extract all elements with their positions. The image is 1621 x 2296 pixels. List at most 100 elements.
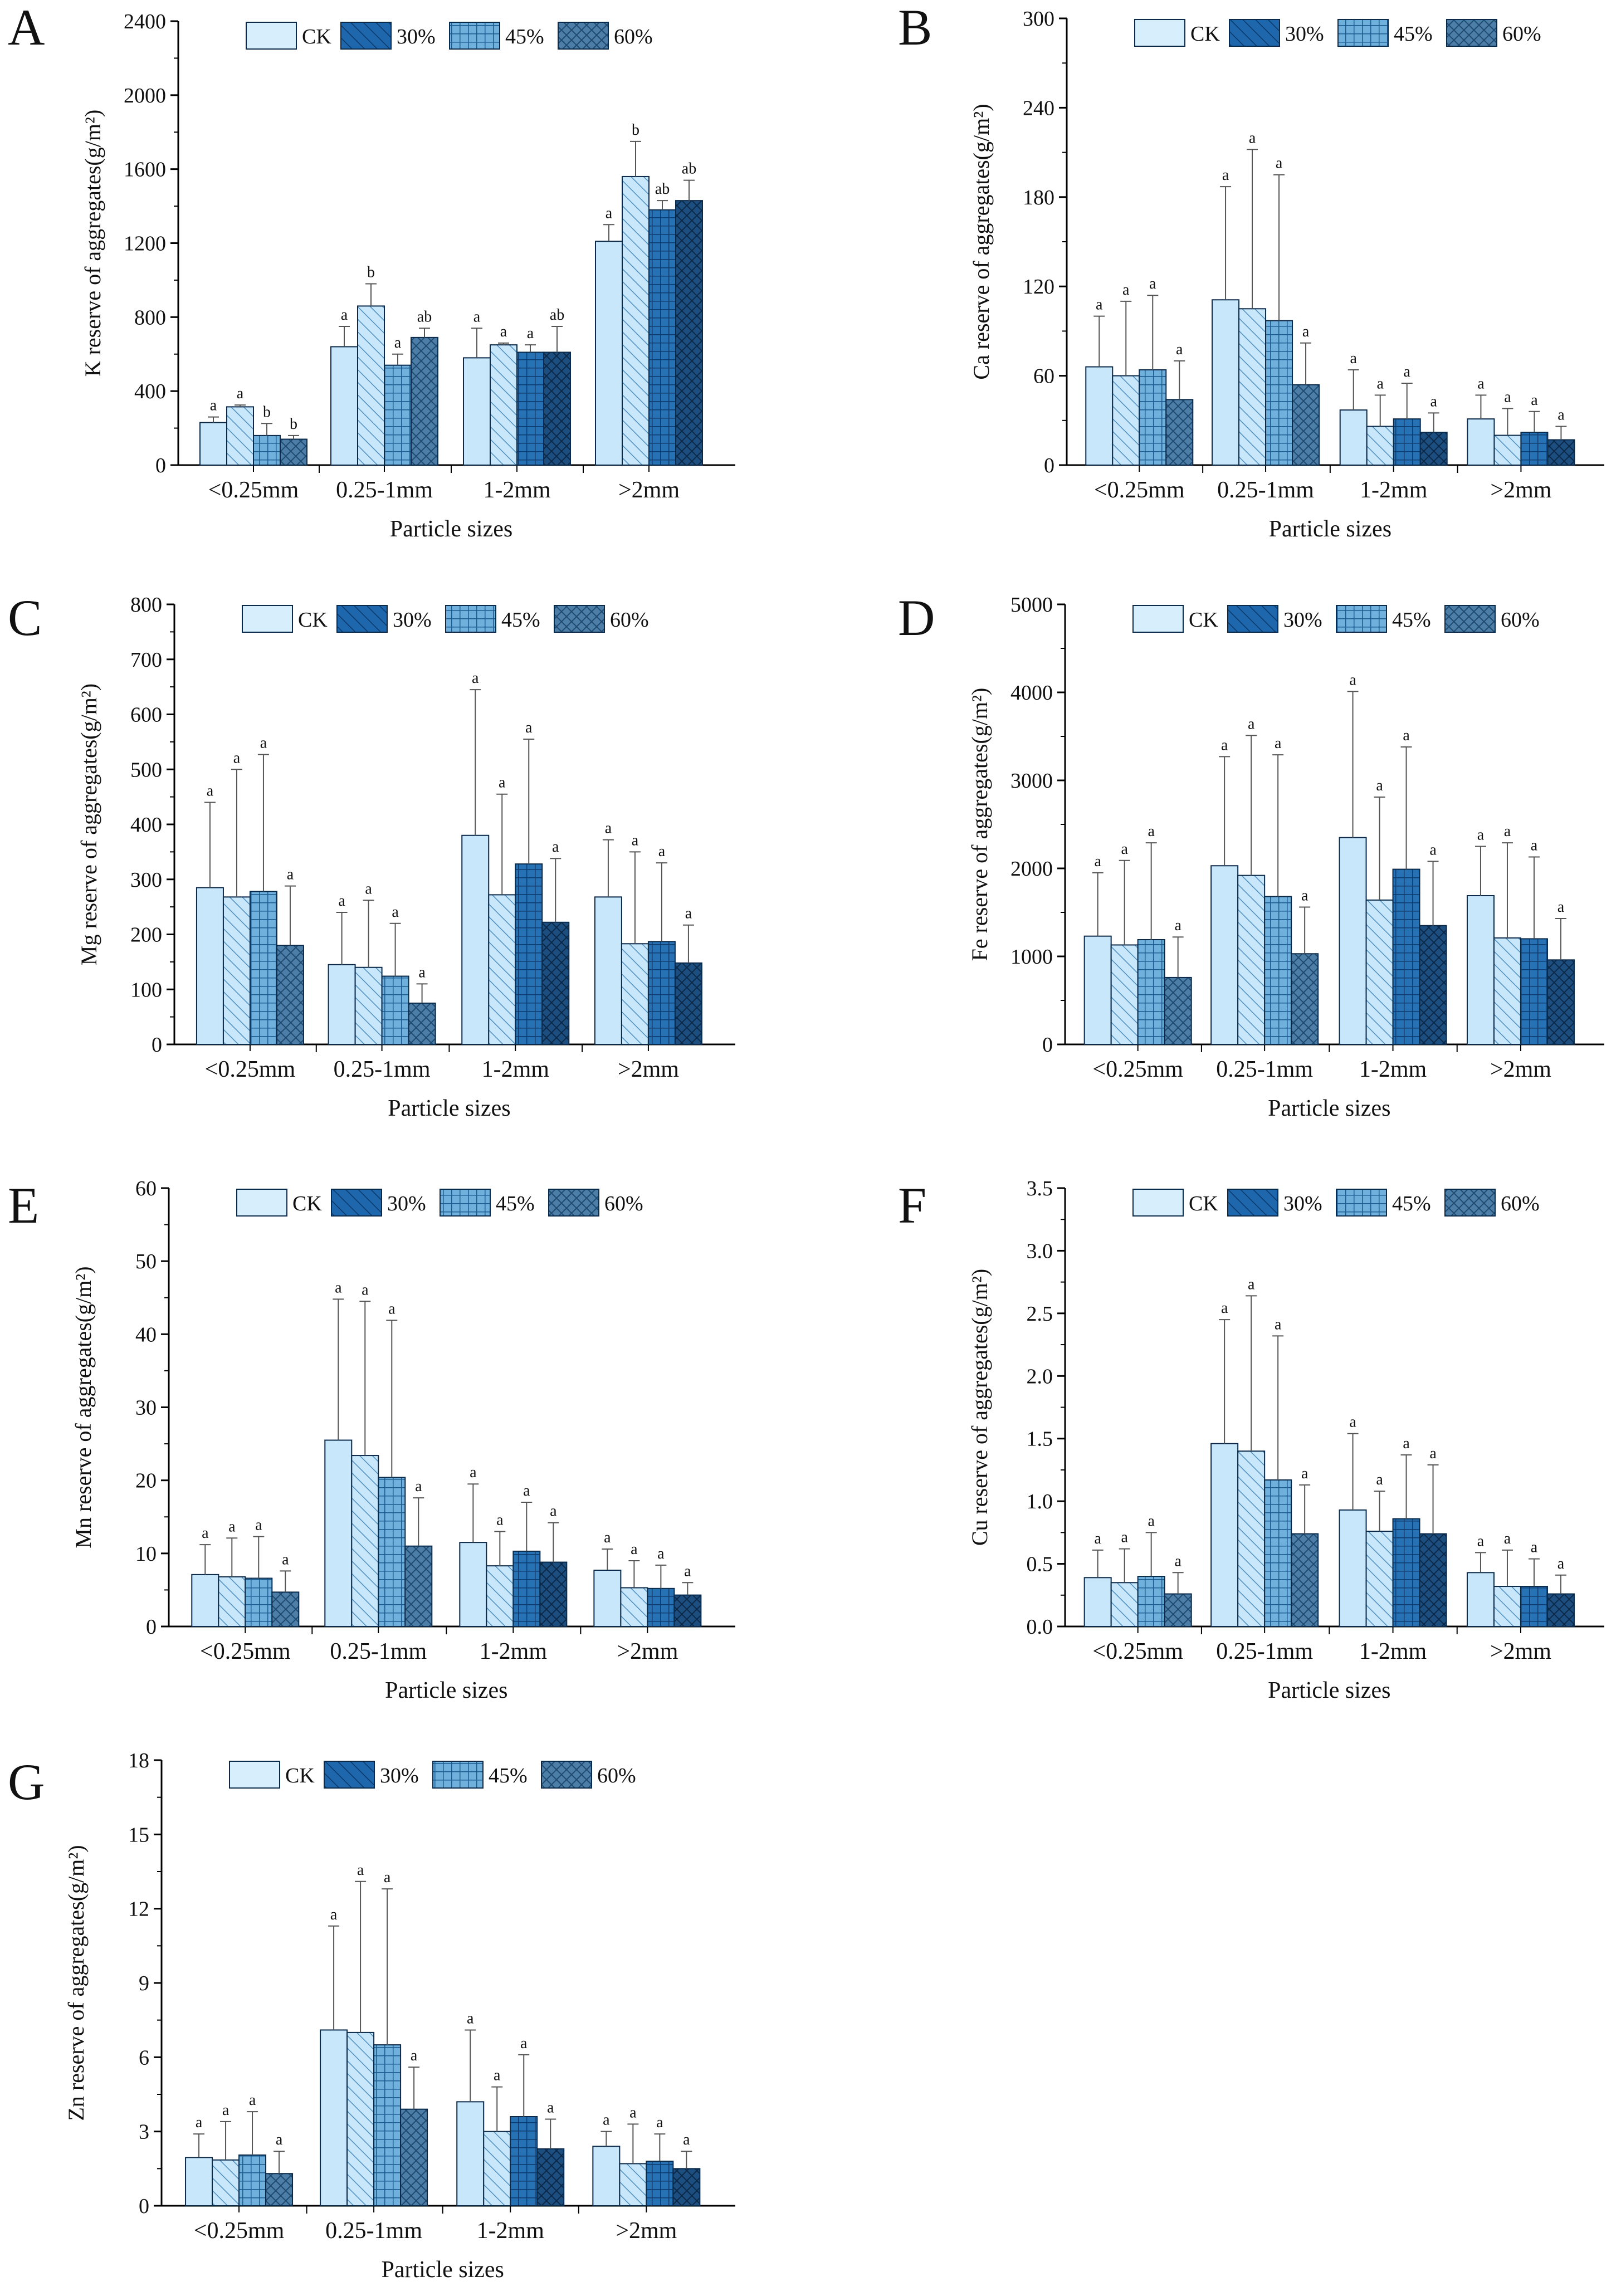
- significance-letter: ab: [550, 306, 564, 324]
- bar-45pct: [373, 2044, 402, 2206]
- bar-ck: [185, 2157, 213, 2206]
- y-axis-title: K reserve of aggregates(g/m²): [80, 110, 105, 377]
- bar-30pct: [222, 896, 251, 1045]
- legend-label: CK: [1189, 1192, 1218, 1215]
- y-tick-label: 500: [130, 758, 162, 781]
- significance-letter: a: [550, 1503, 557, 1520]
- bar-ck: [1085, 366, 1114, 466]
- legend-swatch: [229, 1761, 280, 1789]
- bar-45pct: [1392, 868, 1420, 1045]
- bar-30pct: [1366, 426, 1394, 466]
- chart-panel-g: G 0 3 6 9 12 15 18 Zn reserve of aggregates(g/m²…: [8, 1749, 735, 2283]
- bar-ck: [324, 1439, 353, 1627]
- bar-45pct: [384, 364, 412, 466]
- significance-letter: a: [1094, 1530, 1101, 1547]
- bar-45pct: [1520, 1586, 1548, 1627]
- significance-letter: a: [1174, 917, 1181, 934]
- significance-letter: a: [1249, 129, 1256, 146]
- x-category-label: <0.25mm: [1094, 477, 1185, 503]
- significance-letter: a: [1148, 1512, 1155, 1530]
- y-tick-label: 15: [128, 1823, 149, 1846]
- bar-60pct: [1291, 953, 1319, 1046]
- legend-label: 45%: [1392, 608, 1431, 632]
- y-tick-label: 3.5: [1027, 1177, 1053, 1200]
- bar-30pct: [619, 2163, 647, 2206]
- significance-letter: a: [494, 2067, 501, 2084]
- bar-60pct: [541, 921, 570, 1046]
- legend-label: 45%: [505, 25, 544, 48]
- y-tick-label: 0.5: [1027, 1553, 1053, 1576]
- legend-label: 45%: [489, 1764, 528, 1787]
- bar-60pct: [1165, 399, 1194, 466]
- y-axis-title: Mg reserve of aggregates(g/m²): [76, 683, 101, 965]
- bar-45pct: [1520, 938, 1548, 1046]
- significance-letter: a: [520, 2035, 528, 2052]
- x-category-label: <0.25mm: [208, 477, 299, 503]
- significance-letter: a: [1276, 155, 1283, 172]
- x-category-label: >2mm: [616, 2218, 677, 2244]
- legend-swatch: [1229, 19, 1280, 47]
- bar-30pct: [357, 305, 385, 466]
- legend-swatch: [1337, 19, 1389, 47]
- significance-letter: a: [1350, 350, 1358, 367]
- bar-30pct: [351, 1455, 379, 1628]
- bar-30pct: [1238, 308, 1267, 466]
- significance-letter: a: [202, 1525, 209, 1542]
- x-category-label: 1-2mm: [482, 1057, 550, 1082]
- legend-label: 60%: [1502, 22, 1541, 46]
- significance-letter: a: [276, 2131, 283, 2148]
- bar-60pct: [411, 336, 438, 466]
- bar-ck: [328, 964, 356, 1045]
- significance-letter: a: [392, 903, 399, 921]
- legend-label: 60%: [597, 1764, 636, 1787]
- x-category-label: 1-2mm: [477, 2218, 545, 2244]
- legend-label: 30%: [397, 25, 436, 48]
- bar-ck: [320, 2029, 348, 2206]
- bar-45pct: [1139, 369, 1167, 466]
- bar-45pct: [1265, 320, 1293, 466]
- bar-30pct: [1365, 899, 1394, 1045]
- bar-60pct: [673, 1594, 702, 1628]
- y-axis-title: Ca reserve of aggregates(g/m²): [969, 104, 994, 379]
- legend-swatch: [324, 1761, 375, 1789]
- y-tick-label: 0: [152, 1033, 162, 1057]
- bar-ck: [595, 241, 623, 466]
- significance-letter: a: [547, 2099, 554, 2116]
- significance-letter: a: [1248, 1276, 1255, 1293]
- legend-label: 30%: [393, 608, 432, 632]
- legend-swatch: [558, 22, 609, 50]
- significance-letter: a: [658, 843, 666, 860]
- legend-swatch: [1446, 19, 1497, 47]
- significance-letter: a: [1301, 887, 1308, 905]
- y-tick-label: 1.0: [1027, 1490, 1053, 1513]
- y-tick-label: 800: [134, 306, 166, 329]
- y-tick-label: 60: [1033, 365, 1054, 388]
- legend-swatch: [449, 22, 500, 50]
- legend-label: CK: [1189, 608, 1218, 632]
- y-tick-label: 300: [130, 868, 162, 892]
- bar-45pct: [647, 941, 676, 1046]
- y-axis-title: Mn reserve of aggregates(g/m²): [71, 1266, 96, 1548]
- significance-letter: a: [260, 735, 267, 752]
- significance-letter: b: [367, 264, 375, 281]
- legend-label: 45%: [1394, 22, 1433, 46]
- bar-30pct: [1237, 875, 1266, 1045]
- x-axis-title: Particle sizes: [390, 516, 512, 542]
- bar-60pct: [404, 1545, 433, 1627]
- y-tick-label: 100: [130, 978, 162, 1002]
- significance-letter: a: [1302, 323, 1310, 340]
- y-tick-label: 400: [134, 380, 166, 403]
- bar-45pct: [1520, 432, 1549, 466]
- significance-letter: a: [657, 1545, 665, 1562]
- bar-45pct: [245, 1577, 273, 1627]
- bar-45pct: [1137, 1576, 1165, 1627]
- y-tick-label: 1200: [124, 232, 166, 256]
- x-axis-title: Particle sizes: [1268, 1096, 1390, 1121]
- bar-ck: [1083, 935, 1112, 1046]
- significance-letter: a: [604, 1529, 611, 1546]
- legend-swatch: [1444, 1189, 1496, 1217]
- bar-ck: [593, 1570, 622, 1628]
- y-tick-label: 20: [135, 1469, 157, 1493]
- legend-swatch: [340, 22, 392, 50]
